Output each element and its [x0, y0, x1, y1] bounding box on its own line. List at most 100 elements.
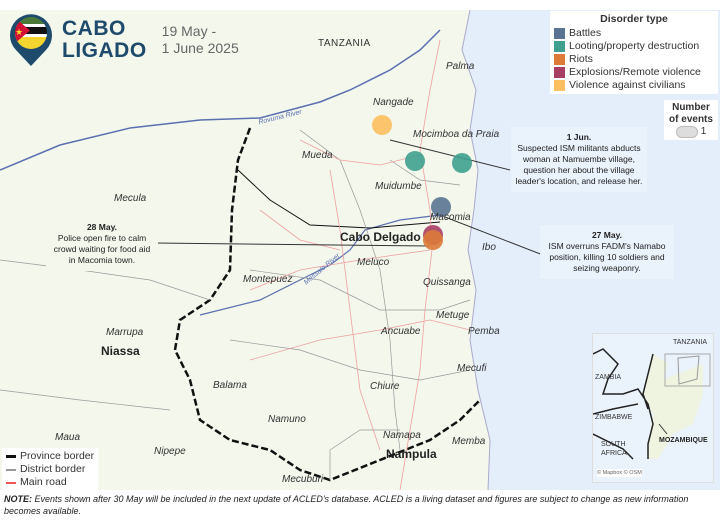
label-nampula: Nampula: [386, 447, 437, 461]
place-label: Ibo: [482, 242, 496, 253]
legend-item: Explosions/Remote violence: [554, 66, 714, 79]
size-legend-item: 1: [666, 126, 716, 138]
legend-title: Disorder type: [600, 13, 668, 25]
event-marker[interactable]: [372, 115, 392, 135]
legend-item: Battles: [554, 27, 714, 40]
legend-swatch: [554, 80, 565, 91]
size-legend-circle: [675, 126, 698, 138]
place-label: Quissanga: [423, 277, 471, 288]
place-label: Maua: [55, 432, 81, 443]
inset-label: SOUTH: [601, 441, 626, 448]
page-title: CABO LIGADO: [62, 18, 147, 62]
note-text: Events shown after 30 May will be includ…: [4, 494, 689, 516]
map-attribution[interactable]: © Mapbox © OSM: [597, 469, 642, 477]
mozambique-flag-pin-logo: ★: [10, 14, 52, 66]
svg-text:★: ★: [15, 27, 23, 37]
event-callout: 27 May. ISM overruns FADM's Namabo posit…: [540, 225, 674, 279]
legend-item: Riots: [554, 53, 714, 66]
place-label: Chiure: [370, 381, 400, 392]
legend-item: Looting/property destruction: [554, 40, 714, 53]
legend-swatch: [554, 28, 565, 39]
size-legend: Number of events 1: [664, 100, 718, 140]
inset-label: ZAMBIA: [595, 374, 621, 381]
place-label: Palma: [446, 61, 475, 72]
legend-swatch: [554, 67, 565, 78]
place-label: Mocimboa da Praia: [413, 129, 500, 140]
inset-label: AFRICA: [601, 450, 627, 457]
place-label: Marrupa: [106, 327, 144, 338]
inset-map-canvas: TANZANIA ZAMBIA ZIMBABWE SOUTH AFRICA MO…: [592, 339, 711, 460]
callout-text: ISM overruns FADM's Namabo position, kil…: [548, 241, 666, 273]
label-tanzania: TANZANIA: [318, 38, 371, 49]
legend-label: Looting/property destruction: [569, 40, 700, 52]
place-label: Metuge: [436, 310, 470, 321]
event-callout: 28 May. Police open fire to calm crowd w…: [46, 217, 158, 271]
size-legend-title: Number: [672, 102, 710, 113]
place-label: Namapa: [383, 430, 421, 441]
map-legend: Province border District border Main roa…: [2, 448, 99, 491]
rovuma-river: [0, 29, 441, 171]
label-niassa: Niassa: [101, 344, 140, 358]
place-label: Ancuabe: [381, 326, 421, 337]
size-legend-value: 1: [700, 126, 707, 137]
legend-line: [6, 468, 16, 471]
callout-date: 1 Jun.: [566, 132, 592, 142]
inset-label: TANZANIA: [673, 339, 707, 346]
map-legend-item: Province border: [6, 450, 94, 463]
place-label: Mecula: [114, 193, 147, 204]
place-label: Mueda: [302, 150, 333, 161]
callout-date: 28 May.: [86, 222, 118, 232]
legend-label: Violence against civilians: [569, 79, 686, 91]
inset-map: TANZANIA ZAMBIA ZIMBABWE SOUTH AFRICA MO…: [592, 333, 714, 483]
legend-line: [6, 481, 16, 484]
event-marker[interactable]: [405, 151, 425, 171]
event-marker[interactable]: [431, 197, 451, 217]
place-label: Nangade: [373, 97, 414, 108]
callout-leader: [444, 216, 549, 258]
place-label: Namuno: [268, 414, 306, 425]
callout-leader: [154, 242, 431, 247]
place-label: Macomia: [430, 212, 471, 223]
legend-item: Violence against civilians: [554, 79, 714, 92]
event-marker[interactable]: [423, 230, 443, 250]
date-line: 19 May -: [161, 23, 217, 39]
header: ★ CABO LIGADO 19 May - 1 June 2025: [8, 12, 239, 68]
place-label: Nipepe: [154, 446, 186, 457]
place-label: Pemba: [468, 326, 500, 337]
place-label: Montepuez: [243, 274, 293, 285]
legend-swatch: [554, 41, 565, 52]
legend-label: Province border: [20, 450, 95, 462]
main-roads: [249, 39, 471, 490]
note-label: NOTE:: [4, 494, 32, 504]
province-border: [237, 169, 441, 229]
place-label: Mecuburi: [282, 474, 324, 485]
disorder-type-legend: Disorder type Battles Looting/property d…: [550, 11, 718, 94]
map-legend-item: Main road: [6, 476, 94, 489]
event-callout: 1 Jun. Suspected ISM militants abducts w…: [511, 127, 647, 192]
date-range: 19 May - 1 June 2025: [162, 23, 239, 57]
place-label: Meluco: [357, 257, 390, 268]
footnote: NOTE: Events shown after 30 May will be …: [4, 493, 716, 517]
coastline: [461, 10, 491, 490]
size-legend-title: of events: [669, 114, 713, 125]
map-legend-item: District border: [6, 463, 94, 476]
callout-text: Suspected ISM militants abducts woman at…: [515, 143, 643, 186]
legend-label: Battles: [569, 27, 602, 39]
legend-swatch: [554, 54, 565, 65]
legend-label: Main road: [20, 476, 67, 488]
label-cabo-delgado: Cabo Delgado: [340, 230, 421, 244]
place-label: Balama: [213, 380, 247, 391]
messalo-river: [199, 214, 441, 316]
inset-label: MOZAMBIQUE: [659, 437, 708, 444]
title-line: CABO: [62, 17, 126, 40]
event-marker[interactable]: [452, 153, 472, 173]
callout-text: Police open fire to calm crowd waiting f…: [53, 233, 151, 265]
place-label: Muidumbe: [375, 181, 422, 192]
legend-label: District border: [20, 463, 86, 475]
callout-leader: [389, 139, 511, 171]
title-line: LIGADO: [62, 39, 147, 62]
place-label: Mecufi: [457, 363, 487, 374]
place-label: Memba: [452, 436, 486, 447]
date-line: 1 June 2025: [161, 40, 239, 56]
callout-date: 27 May.: [591, 230, 623, 240]
